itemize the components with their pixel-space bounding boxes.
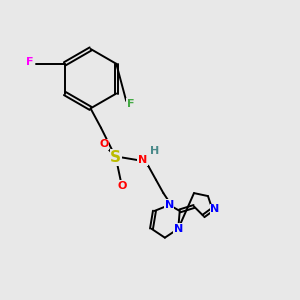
Text: O: O	[99, 139, 109, 149]
Text: F: F	[26, 57, 33, 67]
Text: S: S	[110, 150, 121, 165]
Text: F: F	[127, 99, 134, 109]
Text: O: O	[117, 181, 127, 191]
Text: N: N	[174, 224, 183, 234]
Text: N: N	[210, 204, 219, 214]
Text: H: H	[150, 146, 159, 157]
Text: N: N	[138, 155, 147, 165]
Text: N: N	[165, 200, 174, 210]
